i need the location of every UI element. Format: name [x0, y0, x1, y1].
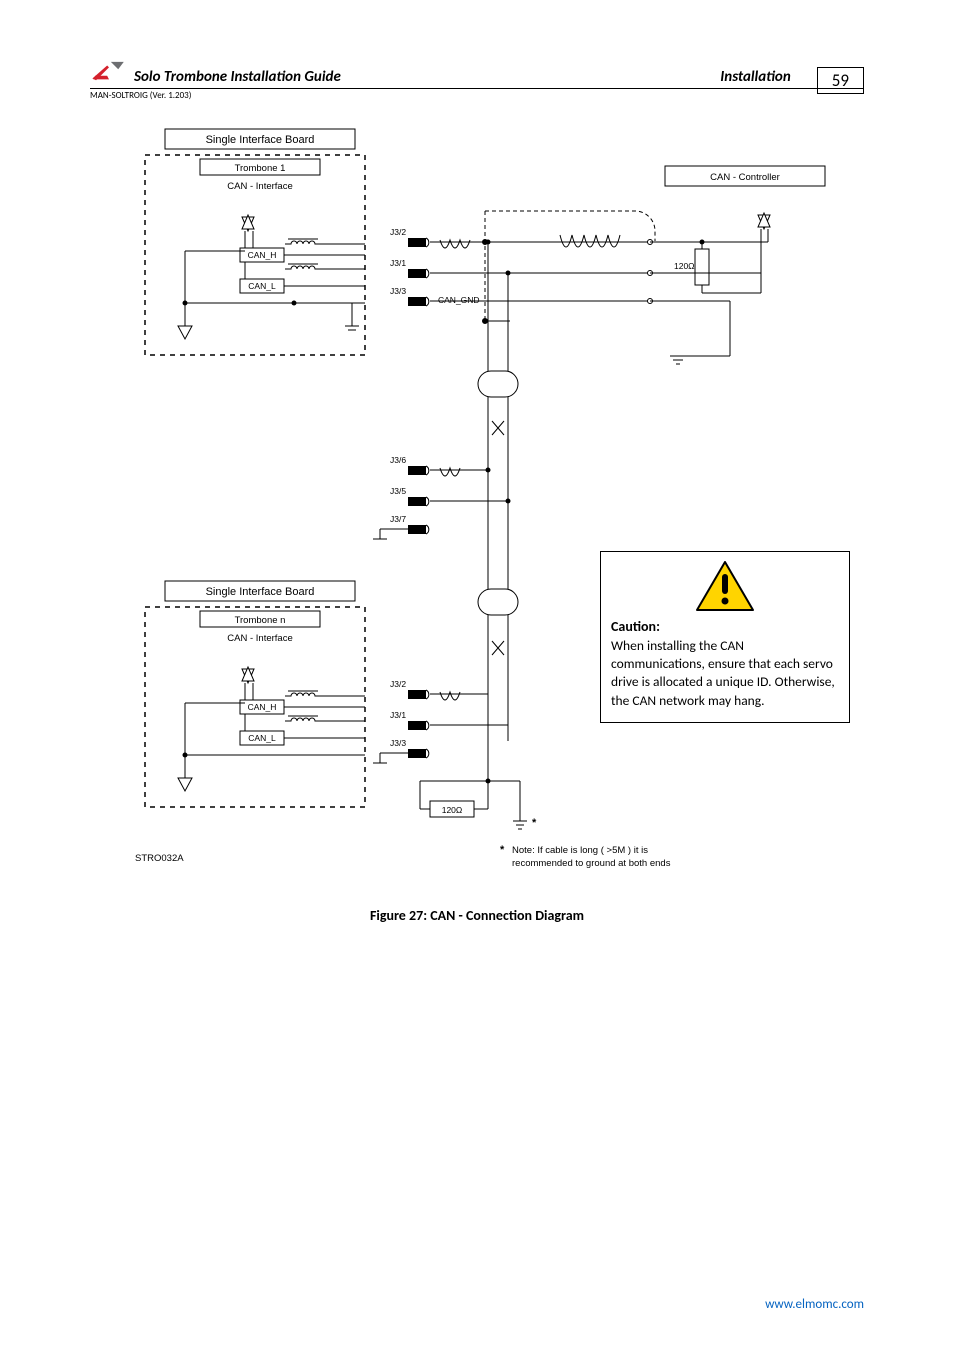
page-number: 59 [817, 67, 864, 94]
canh-label-2: CAN_H [248, 702, 277, 712]
caution-box: Caution: When installing the CAN communi… [600, 551, 850, 723]
j31-label-1: J3/1 [390, 258, 406, 268]
note-text-line1: Note: If cable is long ( >5M ) it is [512, 845, 648, 856]
j37-label: J3/7 [390, 514, 406, 524]
figure-caption: Figure 27: CAN - Connection Diagram [90, 907, 864, 924]
can-controller-label: CAN - Controller [710, 172, 780, 183]
trombone1-label: Trombone 1 [235, 163, 286, 174]
j33-label-1: J3/3 [390, 286, 406, 296]
caution-text: When installing the CAN communications, … [611, 637, 839, 710]
page-footer: www.elmomc.com [765, 1297, 864, 1312]
doc-subheader: MAN-SOLTROIG (Ver. 1.203) [90, 90, 864, 101]
j36-label: J3/6 [390, 455, 406, 465]
term120-label-2: 120Ω [442, 805, 463, 815]
section-title: Installation [720, 68, 790, 86]
trombonen-label: Trombone n [235, 615, 286, 626]
term120-label-1: 120Ω [674, 261, 695, 271]
canl-label-1: CAN_L [248, 281, 276, 291]
board1-label: Single Interface Board [206, 134, 315, 146]
j32-label-1: J3/2 [390, 227, 406, 237]
j32-label-2: J3/2 [390, 679, 406, 689]
can-gnd-label: CAN_GND [438, 295, 480, 305]
figure-area: Single Interface Board Trombone 1 CAN - … [90, 121, 850, 891]
note-star-1: * [532, 817, 537, 829]
note-text-line2: recommended to ground at both ends [512, 858, 671, 869]
doc-title: Solo Trombone Installation Guide [134, 68, 720, 86]
boardn-label: Single Interface Board [206, 586, 315, 598]
footer-link[interactable]: www.elmomc.com [765, 1297, 864, 1312]
page-header: Solo Trombone Installation Guide Install… [90, 60, 864, 89]
canl-label-2: CAN_L [248, 733, 276, 743]
can-interface-label-1: CAN - Interface [227, 181, 292, 192]
elmo-logo-icon [90, 60, 128, 84]
j35-label: J3/5 [390, 486, 406, 496]
j33-label-2: J3/3 [390, 738, 406, 748]
figure-ref: STRO032A [135, 853, 184, 864]
j31-label-2: J3/1 [390, 710, 406, 720]
canh-label-1: CAN_H [248, 250, 277, 260]
caution-title: Caution: [611, 618, 839, 635]
can-connection-diagram: Single Interface Board Trombone 1 CAN - … [90, 121, 850, 891]
warning-icon [695, 560, 755, 614]
can-interface-label-2: CAN - Interface [227, 633, 292, 644]
note-star-2: * [500, 844, 505, 856]
